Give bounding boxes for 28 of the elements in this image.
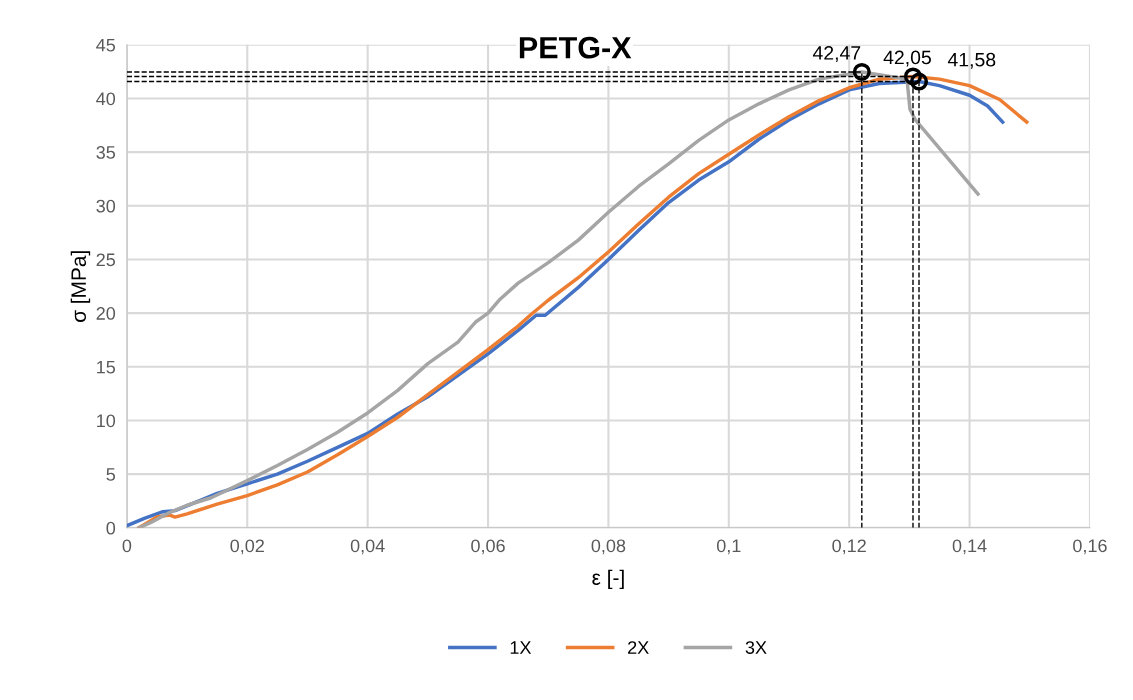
y-tick-label: 5 xyxy=(106,468,116,481)
y-tick-label: 35 xyxy=(96,146,116,159)
legend-label: 3X xyxy=(745,641,767,654)
legend-label: 1X xyxy=(510,641,532,654)
x-tick-label: 0,12 xyxy=(832,539,866,555)
x-tick-label: 0,14 xyxy=(952,539,987,555)
legend-label: 2X xyxy=(628,641,649,654)
y-axis-title: σ [MPa] xyxy=(70,251,91,322)
x-tick-label: 0,08 xyxy=(591,539,626,555)
x-tick-label: 0,16 xyxy=(1073,539,1107,555)
data-label: 42,47 xyxy=(812,46,861,63)
y-tick-label: 25 xyxy=(96,253,116,267)
data-label: 42,05 xyxy=(883,50,931,67)
x-tick-label: 0 xyxy=(122,539,132,553)
y-tick-label: 30 xyxy=(96,199,116,213)
y-tick-label: 0 xyxy=(106,521,116,535)
x-tick-label: 0,06 xyxy=(471,539,505,555)
x-tick-label: 0,1 xyxy=(716,539,741,555)
y-tick-label: 45 xyxy=(96,38,116,52)
x-tick-label: 0,04 xyxy=(350,539,385,555)
y-tick-label: 10 xyxy=(97,414,116,428)
data-label: 41,58 xyxy=(947,52,996,69)
y-tick-label: 15 xyxy=(97,360,116,374)
x-tick-label: 0,02 xyxy=(230,539,264,555)
y-tick-label: 40 xyxy=(96,92,116,106)
x-axis-title: ε [-] xyxy=(592,569,624,590)
chart-title: PETG-X xyxy=(519,36,632,59)
y-tick-label: 20 xyxy=(96,307,116,320)
